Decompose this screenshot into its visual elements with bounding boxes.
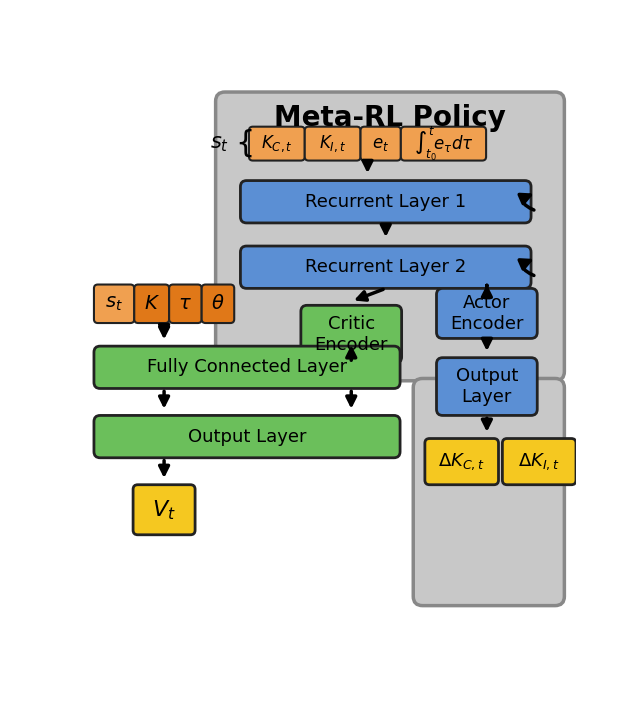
Text: Recurrent Layer 2: Recurrent Layer 2 [305, 258, 467, 277]
Text: Fully Connected Layer: Fully Connected Layer [147, 358, 347, 376]
FancyBboxPatch shape [202, 284, 234, 323]
Text: Output Layer: Output Layer [188, 427, 307, 445]
FancyBboxPatch shape [413, 378, 564, 606]
Text: $K$: $K$ [143, 295, 160, 313]
Text: Recurrent Layer 1: Recurrent Layer 1 [305, 193, 467, 211]
Text: $s_t$: $s_t$ [210, 134, 229, 154]
Text: $e_t$: $e_t$ [372, 134, 389, 152]
FancyBboxPatch shape [436, 357, 537, 415]
Text: $K_{I,t}$: $K_{I,t}$ [319, 134, 346, 154]
Text: $\tau$: $\tau$ [179, 295, 192, 313]
FancyBboxPatch shape [436, 288, 537, 339]
FancyBboxPatch shape [401, 126, 486, 160]
FancyBboxPatch shape [301, 305, 402, 363]
FancyBboxPatch shape [94, 415, 400, 458]
Text: Meta-RL Policy: Meta-RL Policy [274, 103, 506, 131]
FancyBboxPatch shape [425, 438, 499, 484]
Text: $\Delta K_{I,t}$: $\Delta K_{I,t}$ [518, 451, 560, 472]
Text: $s_t$: $s_t$ [105, 295, 123, 313]
FancyBboxPatch shape [94, 284, 134, 323]
FancyBboxPatch shape [94, 346, 400, 388]
FancyBboxPatch shape [134, 284, 169, 323]
Text: Critic
Encoder: Critic Encoder [314, 315, 388, 354]
Text: Actor
Encoder: Actor Encoder [450, 294, 524, 333]
FancyBboxPatch shape [249, 126, 305, 160]
Text: $\int_{t_0}^{t}\!e_\tau d\tau$: $\int_{t_0}^{t}\!e_\tau d\tau$ [413, 124, 474, 162]
FancyBboxPatch shape [169, 284, 202, 323]
FancyBboxPatch shape [241, 246, 531, 288]
Text: $\{$: $\{$ [235, 128, 253, 160]
Text: $\Delta K_{C,t}$: $\Delta K_{C,t}$ [438, 451, 485, 472]
Text: Output
Layer: Output Layer [456, 367, 518, 406]
FancyBboxPatch shape [305, 126, 360, 160]
FancyBboxPatch shape [360, 126, 401, 160]
FancyBboxPatch shape [133, 484, 195, 535]
FancyBboxPatch shape [502, 438, 576, 484]
FancyBboxPatch shape [241, 180, 531, 223]
FancyBboxPatch shape [216, 92, 564, 380]
Text: $V_t$: $V_t$ [152, 498, 176, 521]
Text: $K_{C,t}$: $K_{C,t}$ [261, 134, 293, 154]
Text: $\theta$: $\theta$ [211, 295, 225, 313]
